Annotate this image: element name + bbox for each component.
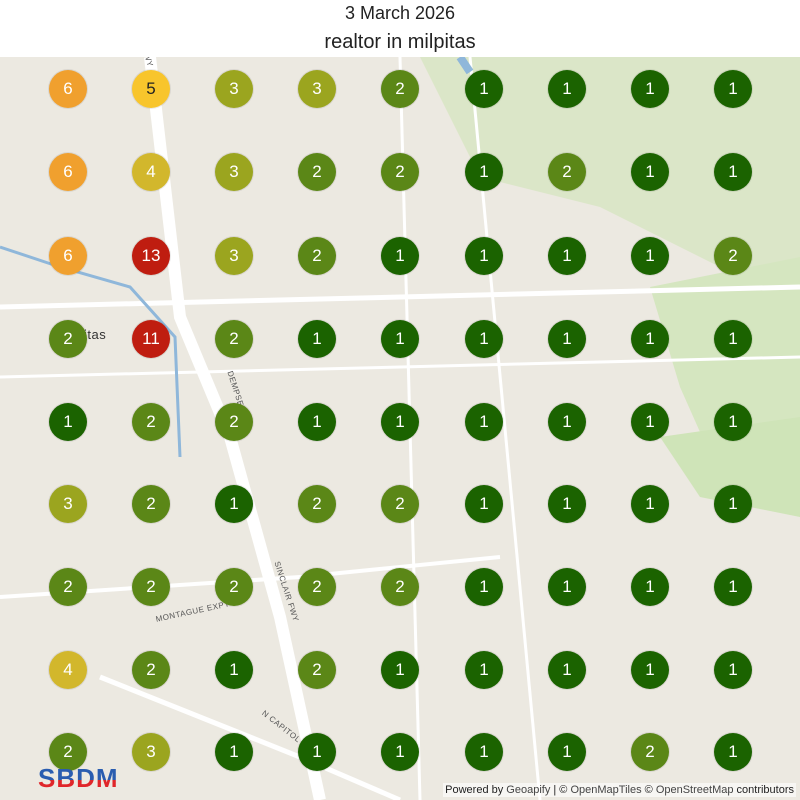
rank-marker[interactable]: 1 — [298, 320, 336, 358]
rank-marker[interactable]: 1 — [381, 733, 419, 771]
attribution-text: © — [641, 784, 656, 796]
rank-marker[interactable]: 2 — [381, 70, 419, 108]
rank-marker[interactable]: 1 — [714, 651, 752, 689]
rank-marker[interactable]: 1 — [465, 733, 503, 771]
rank-marker[interactable]: 2 — [381, 568, 419, 606]
rank-marker[interactable]: 1 — [465, 70, 503, 108]
rank-marker[interactable]: 2 — [298, 237, 336, 275]
rank-marker[interactable]: 1 — [548, 320, 586, 358]
rank-marker[interactable]: 1 — [465, 568, 503, 606]
rank-marker[interactable]: 3 — [215, 153, 253, 191]
rank-marker[interactable]: 3 — [215, 237, 253, 275]
attribution-text: Powered by — [445, 784, 507, 796]
rank-marker[interactable]: 2 — [381, 485, 419, 523]
map-attribution: Powered by Geoapify | © OpenMapTiles © O… — [443, 783, 796, 797]
rank-marker[interactable]: 1 — [298, 733, 336, 771]
map-label-milpitas: itas — [84, 327, 107, 342]
rank-marker[interactable]: 1 — [49, 403, 87, 441]
rank-marker[interactable]: 6 — [49, 153, 87, 191]
rank-marker[interactable]: 4 — [49, 651, 87, 689]
search-query-title: realtor in milpitas — [324, 31, 476, 53]
rank-marker[interactable]: 1 — [631, 568, 669, 606]
attribution-text: | © — [550, 784, 571, 796]
rank-marker[interactable]: 1 — [465, 153, 503, 191]
rank-marker[interactable]: 2 — [49, 320, 87, 358]
rank-marker[interactable]: 1 — [215, 485, 253, 523]
rank-marker[interactable]: 2 — [631, 733, 669, 771]
rank-marker[interactable]: 2 — [132, 651, 170, 689]
rank-marker[interactable]: 1 — [631, 485, 669, 523]
rank-marker[interactable]: 11 — [132, 320, 170, 358]
rank-marker[interactable]: 1 — [465, 237, 503, 275]
rank-marker[interactable]: 3 — [49, 485, 87, 523]
rank-marker[interactable]: 1 — [714, 733, 752, 771]
rank-marker[interactable]: 1 — [548, 733, 586, 771]
rank-marker[interactable]: 2 — [132, 568, 170, 606]
rank-marker[interactable]: 1 — [381, 403, 419, 441]
rank-marker[interactable]: 2 — [298, 485, 336, 523]
rank-marker[interactable]: 1 — [714, 485, 752, 523]
rank-marker[interactable]: 1 — [298, 403, 336, 441]
rank-marker[interactable]: 1 — [381, 237, 419, 275]
rank-marker[interactable]: 1 — [381, 651, 419, 689]
rank-marker[interactable]: 1 — [381, 320, 419, 358]
geoapify-link[interactable]: Geoapify — [506, 784, 551, 796]
rank-marker[interactable]: 1 — [631, 70, 669, 108]
rank-marker[interactable]: 13 — [132, 237, 170, 275]
rank-marker[interactable]: 1 — [215, 651, 253, 689]
rank-marker[interactable]: 1 — [714, 403, 752, 441]
rank-marker[interactable]: 3 — [298, 70, 336, 108]
rank-marker[interactable]: 1 — [215, 733, 253, 771]
rank-marker[interactable]: 5 — [132, 70, 170, 108]
header: 3 March 2026 realtor in milpitas — [0, 0, 800, 57]
rank-marker[interactable]: 2 — [714, 237, 752, 275]
rank-marker[interactable]: 2 — [548, 153, 586, 191]
rank-marker[interactable]: 1 — [714, 568, 752, 606]
rank-marker[interactable]: 2 — [49, 733, 87, 771]
rank-marker[interactable]: 2 — [381, 153, 419, 191]
rank-marker[interactable]: 1 — [465, 651, 503, 689]
rank-marker[interactable]: 4 — [132, 153, 170, 191]
rank-marker[interactable]: 1 — [548, 70, 586, 108]
map[interactable]: itas DEMPSEY SINCLAIR FWY MONTAGUE EXPY … — [0, 57, 800, 800]
rank-marker[interactable]: 2 — [132, 485, 170, 523]
rank-marker[interactable]: 3 — [132, 733, 170, 771]
rank-marker[interactable]: 1 — [465, 485, 503, 523]
rank-marker[interactable]: 1 — [631, 153, 669, 191]
rank-marker[interactable]: 6 — [49, 237, 87, 275]
rank-marker[interactable]: 1 — [465, 403, 503, 441]
rank-marker[interactable]: 1 — [548, 237, 586, 275]
rank-marker[interactable]: 6 — [49, 70, 87, 108]
rank-marker[interactable]: 2 — [298, 153, 336, 191]
rank-marker[interactable]: 1 — [714, 153, 752, 191]
rank-marker[interactable]: 1 — [631, 403, 669, 441]
rank-marker[interactable]: 1 — [548, 651, 586, 689]
rank-marker[interactable]: 2 — [298, 568, 336, 606]
rank-marker[interactable]: 1 — [714, 70, 752, 108]
rank-marker[interactable]: 1 — [631, 237, 669, 275]
rank-marker[interactable]: 2 — [215, 568, 253, 606]
rank-marker[interactable]: 1 — [714, 320, 752, 358]
rank-marker[interactable]: 2 — [298, 651, 336, 689]
rank-marker[interactable]: 2 — [49, 568, 87, 606]
rank-marker[interactable]: 1 — [548, 568, 586, 606]
rank-marker[interactable]: 1 — [631, 651, 669, 689]
rank-marker[interactable]: 1 — [465, 320, 503, 358]
rank-marker[interactable]: 2 — [132, 403, 170, 441]
rank-marker[interactable]: 3 — [215, 70, 253, 108]
rank-marker[interactable]: 2 — [215, 320, 253, 358]
rank-marker[interactable]: 1 — [631, 320, 669, 358]
report-date: 3 March 2026 — [344, 3, 456, 23]
sbdm-logo: SBDM — [38, 763, 119, 793]
openmaptiles-link[interactable]: OpenMapTiles — [570, 784, 642, 796]
openstreetmap-link[interactable]: OpenStreetMap — [655, 784, 734, 796]
attribution-text: contributors — [733, 784, 794, 796]
rank-marker[interactable]: 1 — [548, 485, 586, 523]
rank-marker[interactable]: 1 — [548, 403, 586, 441]
rank-marker[interactable]: 2 — [215, 403, 253, 441]
